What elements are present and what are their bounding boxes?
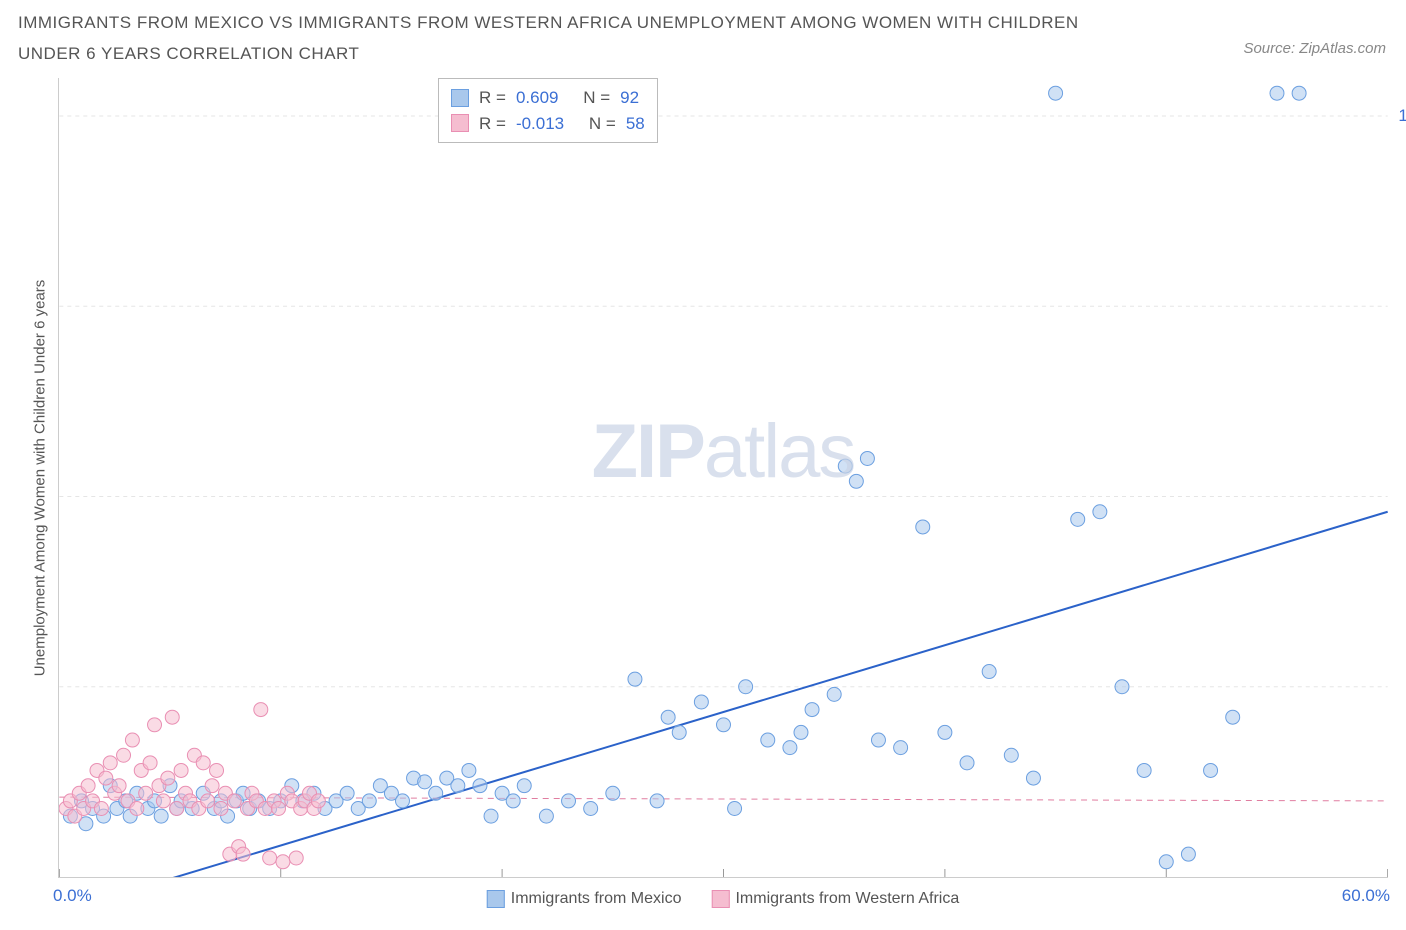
legend-swatch-mexico [451, 89, 469, 107]
stat-n-label: N = [583, 85, 610, 111]
stat-r-label: R = [479, 111, 506, 137]
stats-row-wafrica: R = -0.013 N = 58 [451, 111, 645, 137]
y-tick-label: 50.0% [1396, 487, 1406, 507]
x-tick-label: 0.0% [53, 886, 92, 906]
stat-r-value-wafrica: -0.013 [516, 111, 564, 137]
legend-item-mexico: Immigrants from Mexico [487, 890, 682, 908]
legend-swatch-mexico-icon [487, 890, 505, 908]
x-tick-label: 60.0% [1342, 886, 1390, 906]
stat-r-label: R = [479, 85, 506, 111]
legend-label-wafrica: Immigrants from Western Africa [735, 890, 959, 908]
source-attribution: Source: ZipAtlas.com [1243, 40, 1386, 57]
stat-n-label: N = [589, 111, 616, 137]
y-tick-label: 100.0% [1396, 106, 1406, 126]
legend-label-mexico: Immigrants from Mexico [511, 890, 682, 908]
bottom-legend: Immigrants from Mexico Immigrants from W… [487, 890, 959, 908]
chart-area: Unemployment Among Women with Children U… [58, 78, 1388, 878]
y-axis-label: Unemployment Among Women with Children U… [32, 280, 49, 677]
legend-item-wafrica: Immigrants from Western Africa [711, 890, 959, 908]
stat-r-value-mexico: 0.609 [516, 85, 559, 111]
legend-swatch-wafrica [451, 114, 469, 132]
scatter-plot [58, 78, 1388, 878]
y-tick-label: 25.0% [1396, 678, 1406, 698]
y-tick-label: 75.0% [1396, 297, 1406, 317]
stat-n-value-wafrica: 58 [626, 111, 645, 137]
stats-row-mexico: R = 0.609 N = 92 [451, 85, 645, 111]
stats-legend-box: R = 0.609 N = 92 R = -0.013 N = 58 [438, 78, 658, 143]
legend-swatch-wafrica-icon [711, 890, 729, 908]
chart-title: IMMIGRANTS FROM MEXICO VS IMMIGRANTS FRO… [18, 8, 1118, 69]
stat-n-value-mexico: 92 [620, 85, 639, 111]
